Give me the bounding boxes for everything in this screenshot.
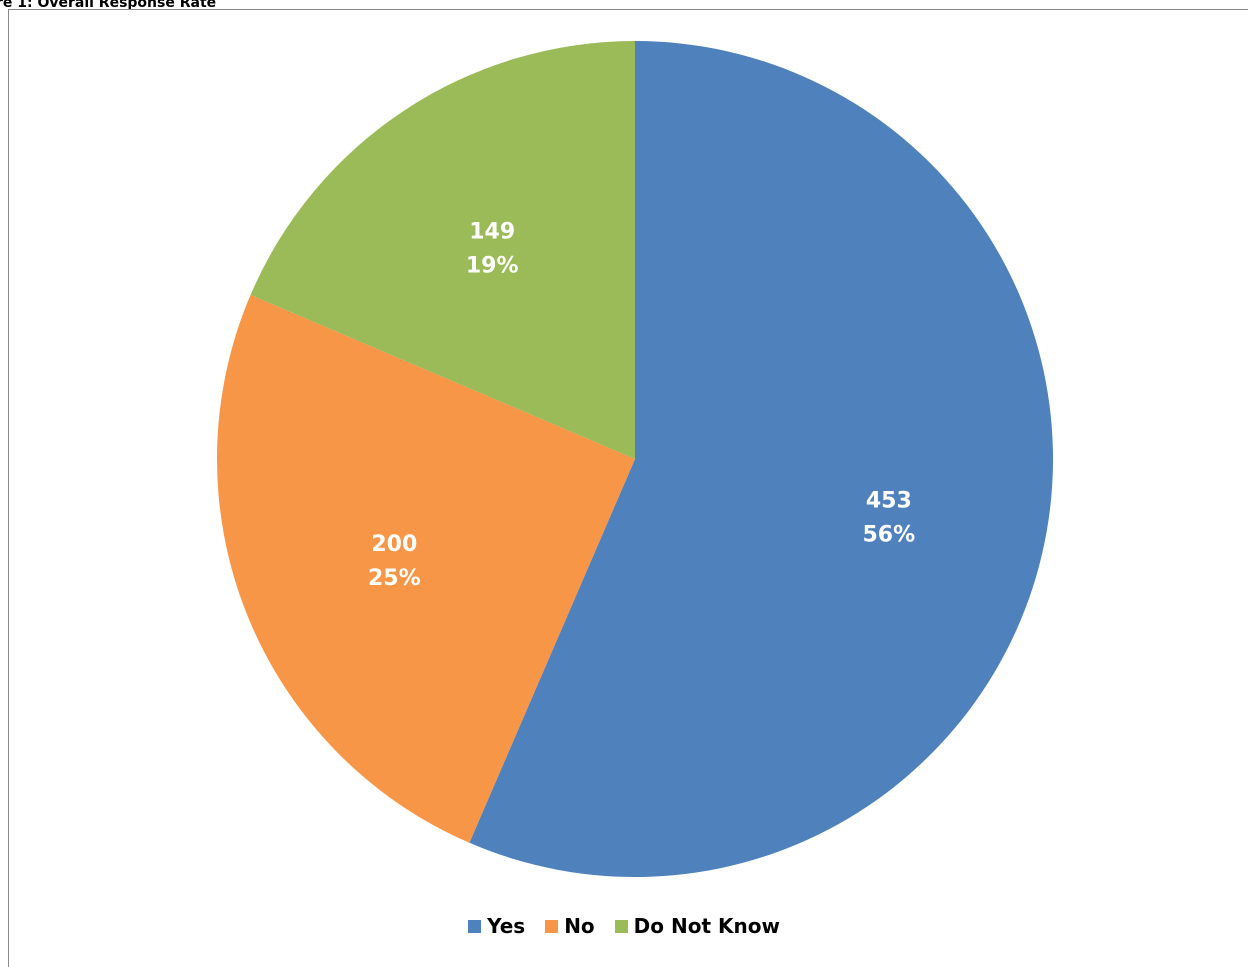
data-label-value-no: 200 [371, 532, 417, 557]
legend-swatch [468, 919, 482, 933]
data-label-percent-yes: 56% [862, 522, 915, 547]
legend-item-yes: Yes [468, 914, 525, 938]
data-label-percent-do-not-know: 19% [466, 254, 519, 279]
data-label-percent-no: 25% [368, 566, 421, 591]
legend-swatch [614, 919, 628, 933]
chart-legend: Yes No Do Not Know [0, 914, 1248, 938]
figure-title: ure 1: Overall Response Rate [0, 0, 217, 11]
legend-label: Yes [487, 914, 526, 938]
legend-item-do-not-know: Do Not Know [614, 914, 780, 938]
data-label-value-do-not-know: 149 [469, 220, 515, 245]
legend-swatch [545, 919, 559, 933]
pie-slice-yes [469, 41, 1054, 877]
legend-label: Do Not Know [633, 914, 780, 938]
data-label-value-yes: 453 [866, 488, 912, 513]
pie-slices [216, 41, 1054, 877]
pie-data-labels: 453 56% 200 25% 149 19% [368, 220, 915, 591]
pie-slice-do-not-know [250, 41, 635, 459]
legend-label: No [564, 914, 595, 938]
pie-slice-no [216, 294, 635, 843]
legend-item-no: No [545, 914, 595, 938]
